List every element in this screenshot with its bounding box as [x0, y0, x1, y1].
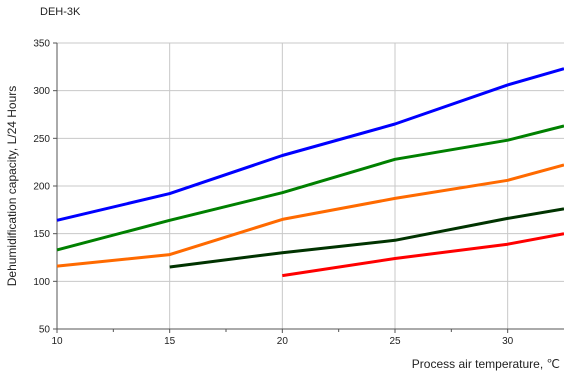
tick-labels: 50 100 150 200 250 300 350 10 15 20 25 30 [33, 39, 513, 348]
y-tick-label: 150 [33, 229, 50, 240]
x-tick-label: 10 [51, 336, 63, 347]
x-tick-label: 30 [502, 336, 514, 347]
x-tick-label: 25 [389, 336, 401, 347]
y-tick-label: 200 [33, 182, 50, 193]
x-axis-label: Process air temperature, ℃ [412, 357, 560, 371]
y-tick-label: 100 [33, 277, 50, 288]
y-axis-label: Dehumidification capacity, L/24 Hours [5, 86, 19, 287]
series-line-2 [56, 124, 564, 252]
axes [53, 42, 564, 333]
y-tick-label: 50 [39, 325, 51, 336]
y-tick-label: 300 [33, 86, 50, 97]
y-tick-label: 350 [33, 39, 50, 50]
series-line-1 [56, 67, 564, 222]
x-tick-label: 20 [277, 336, 289, 347]
series-line-3 [56, 163, 564, 268]
grid [57, 42, 564, 329]
y-tick-label: 250 [33, 134, 50, 145]
series-line-4 [169, 207, 564, 269]
chart-title: DEH-3K [40, 6, 81, 18]
series-lines [56, 67, 564, 278]
x-tick-label: 15 [164, 336, 176, 347]
series-line-5 [282, 232, 564, 278]
